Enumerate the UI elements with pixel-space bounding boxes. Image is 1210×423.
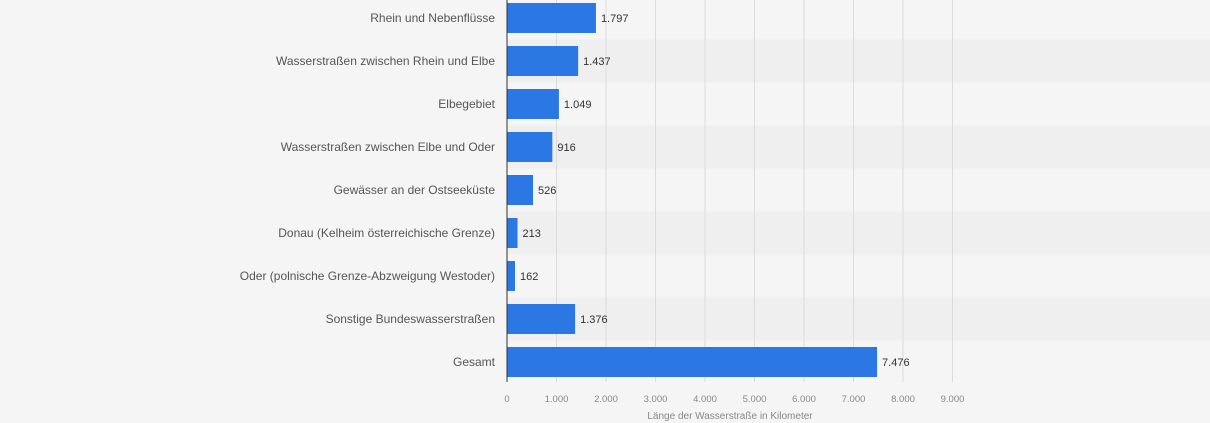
row-stripe <box>507 125 1210 169</box>
value-label: 1.797 <box>601 13 629 25</box>
category-label: Wasserstraßen zwischen Elbe und Oder <box>281 140 495 154</box>
x-tick-label: 2.000 <box>594 394 618 405</box>
x-axis-title: Länge der Wasserstraße in Kilometer <box>647 411 813 422</box>
bar <box>507 132 553 162</box>
x-tick-label: 8.000 <box>891 394 915 405</box>
x-tick-label: 3.000 <box>644 394 668 405</box>
category-label: Elbegebiet <box>438 97 495 111</box>
bar <box>507 347 878 377</box>
bar <box>507 218 518 248</box>
bar <box>507 261 516 291</box>
bar <box>507 89 559 119</box>
bars <box>507 3 878 377</box>
value-label: 162 <box>520 271 538 283</box>
bar <box>507 46 579 76</box>
value-label: 1.376 <box>580 314 608 326</box>
x-tick-label: 0 <box>504 394 509 405</box>
x-tick-label: 9.000 <box>941 394 965 405</box>
x-tick-label: 7.000 <box>842 394 866 405</box>
bar <box>507 304 576 334</box>
category-label: Gesamt <box>453 355 496 369</box>
bar <box>507 175 534 205</box>
value-label: 213 <box>523 228 541 240</box>
value-label: 7.476 <box>882 357 910 369</box>
gridlines <box>556 0 953 382</box>
x-tick-label: 6.000 <box>792 394 816 405</box>
category-label: Gewässer an der Ostseeküste <box>334 183 496 197</box>
value-label: 1.437 <box>583 56 611 68</box>
category-label: Donau (Kelheim österreichische Grenze) <box>278 226 495 240</box>
bar <box>507 3 596 33</box>
x-tick-label: 1.000 <box>545 394 569 405</box>
category-labels: Rhein und Nebenflüsse Wasserstraßen zwisc… <box>240 11 496 369</box>
row-stripe <box>507 297 1210 341</box>
x-tick-label: 5.000 <box>743 394 767 405</box>
value-label: 526 <box>538 185 556 197</box>
row-stripes <box>507 39 1210 341</box>
x-tick-label: 4.000 <box>693 394 717 405</box>
category-label: Sonstige Bundeswasserstraßen <box>326 312 495 326</box>
value-label: 916 <box>557 142 575 154</box>
row-stripe <box>507 39 1210 83</box>
value-label: 1.049 <box>564 99 592 111</box>
x-tick-labels: 0 1.000 2.000 3.000 4.000 5.000 6.000 7.000 8.00… <box>504 394 964 405</box>
category-label: Rhein und Nebenflüsse <box>370 11 495 25</box>
category-label: Wasserstraßen zwischen Rhein und Elbe <box>276 54 495 68</box>
category-label: Oder (polnische Grenze-Abzweigung Westod… <box>240 269 495 283</box>
value-labels: 1.797 1.437 1.049 916 526 213 162 1.376 7.476 <box>520 13 910 369</box>
row-stripe <box>507 211 1210 255</box>
